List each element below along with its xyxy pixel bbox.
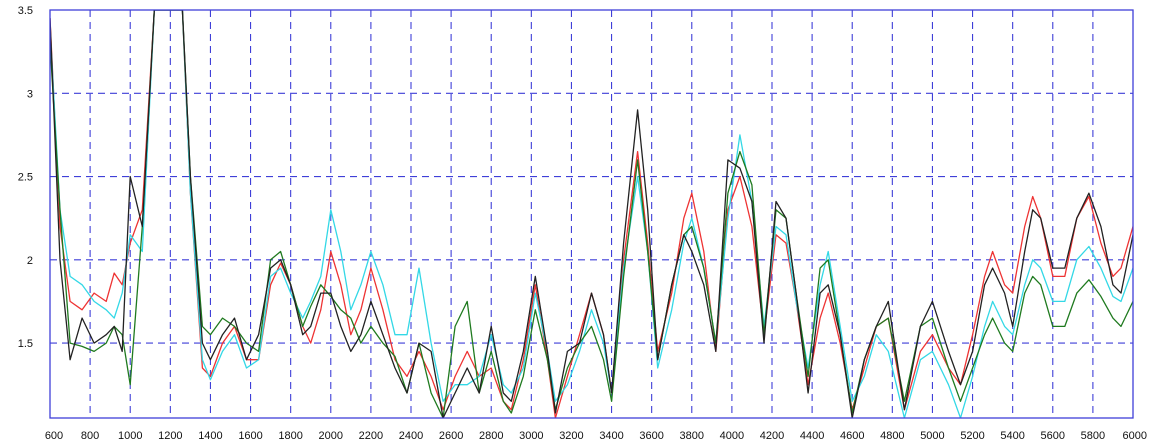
- x-tick-label-4600: 4600: [840, 430, 864, 442]
- y-axis-tick-labels: 1.5 2 2.5 3 3.5: [18, 5, 33, 350]
- x-tick-label-5200: 5200: [960, 430, 984, 442]
- x-tick-label-1200: 1200: [158, 430, 182, 442]
- x-tick-label-3800: 3800: [680, 430, 704, 442]
- x-tick-label-4400: 4400: [800, 430, 824, 442]
- x-tick-label-4000: 4000: [720, 430, 744, 442]
- x-tick-label-5400: 5400: [1000, 430, 1024, 442]
- y-tick-label-1.5: 1.5: [18, 338, 33, 350]
- x-tick-label-3200: 3200: [559, 430, 583, 442]
- x-tick-label-6000: 6000: [1123, 430, 1147, 442]
- y-tick-label-2.5: 2.5: [18, 172, 33, 184]
- x-tick-label-2000: 2000: [319, 430, 343, 442]
- x-tick-label-800: 800: [81, 430, 99, 442]
- series-line-2: [50, 10, 1133, 418]
- x-tick-label-4200: 4200: [760, 430, 784, 442]
- series-line-3: [50, 10, 1133, 418]
- x-tick-label-1800: 1800: [278, 430, 302, 442]
- x-tick-label-3400: 3400: [599, 430, 623, 442]
- x-tick-label-2200: 2200: [359, 430, 383, 442]
- x-axis-tick-labels: 600 800 1000 1200 1400 1600 1800 2000 2200 2400 26…: [45, 430, 1147, 442]
- x-tick-label-3600: 3600: [639, 430, 663, 442]
- x-tick-label-4800: 4800: [880, 430, 904, 442]
- x-tick-label-600: 600: [45, 430, 63, 442]
- x-tick-label-2400: 2400: [399, 430, 423, 442]
- x-tick-label-2800: 2800: [479, 430, 503, 442]
- x-tick-label-2600: 2600: [439, 430, 463, 442]
- x-tick-label-1600: 1600: [238, 430, 262, 442]
- series-line-1: [50, 10, 1133, 418]
- x-tick-label-1400: 1400: [198, 430, 222, 442]
- grid: [50, 10, 1133, 418]
- x-tick-label-5000: 5000: [920, 430, 944, 442]
- series-lines: [50, 10, 1133, 418]
- series-line-4: [50, 10, 1133, 418]
- x-tick-label-1000: 1000: [118, 430, 142, 442]
- y-tick-label-2: 2: [27, 255, 33, 267]
- x-tick-label-3000: 3000: [519, 430, 543, 442]
- y-tick-label-3: 3: [27, 88, 33, 100]
- x-tick-label-5800: 5800: [1081, 430, 1105, 442]
- plot-frame: [49, 9, 1134, 419]
- y-tick-label-3.5: 3.5: [18, 5, 33, 17]
- x-tick-label-5600: 5600: [1041, 430, 1065, 442]
